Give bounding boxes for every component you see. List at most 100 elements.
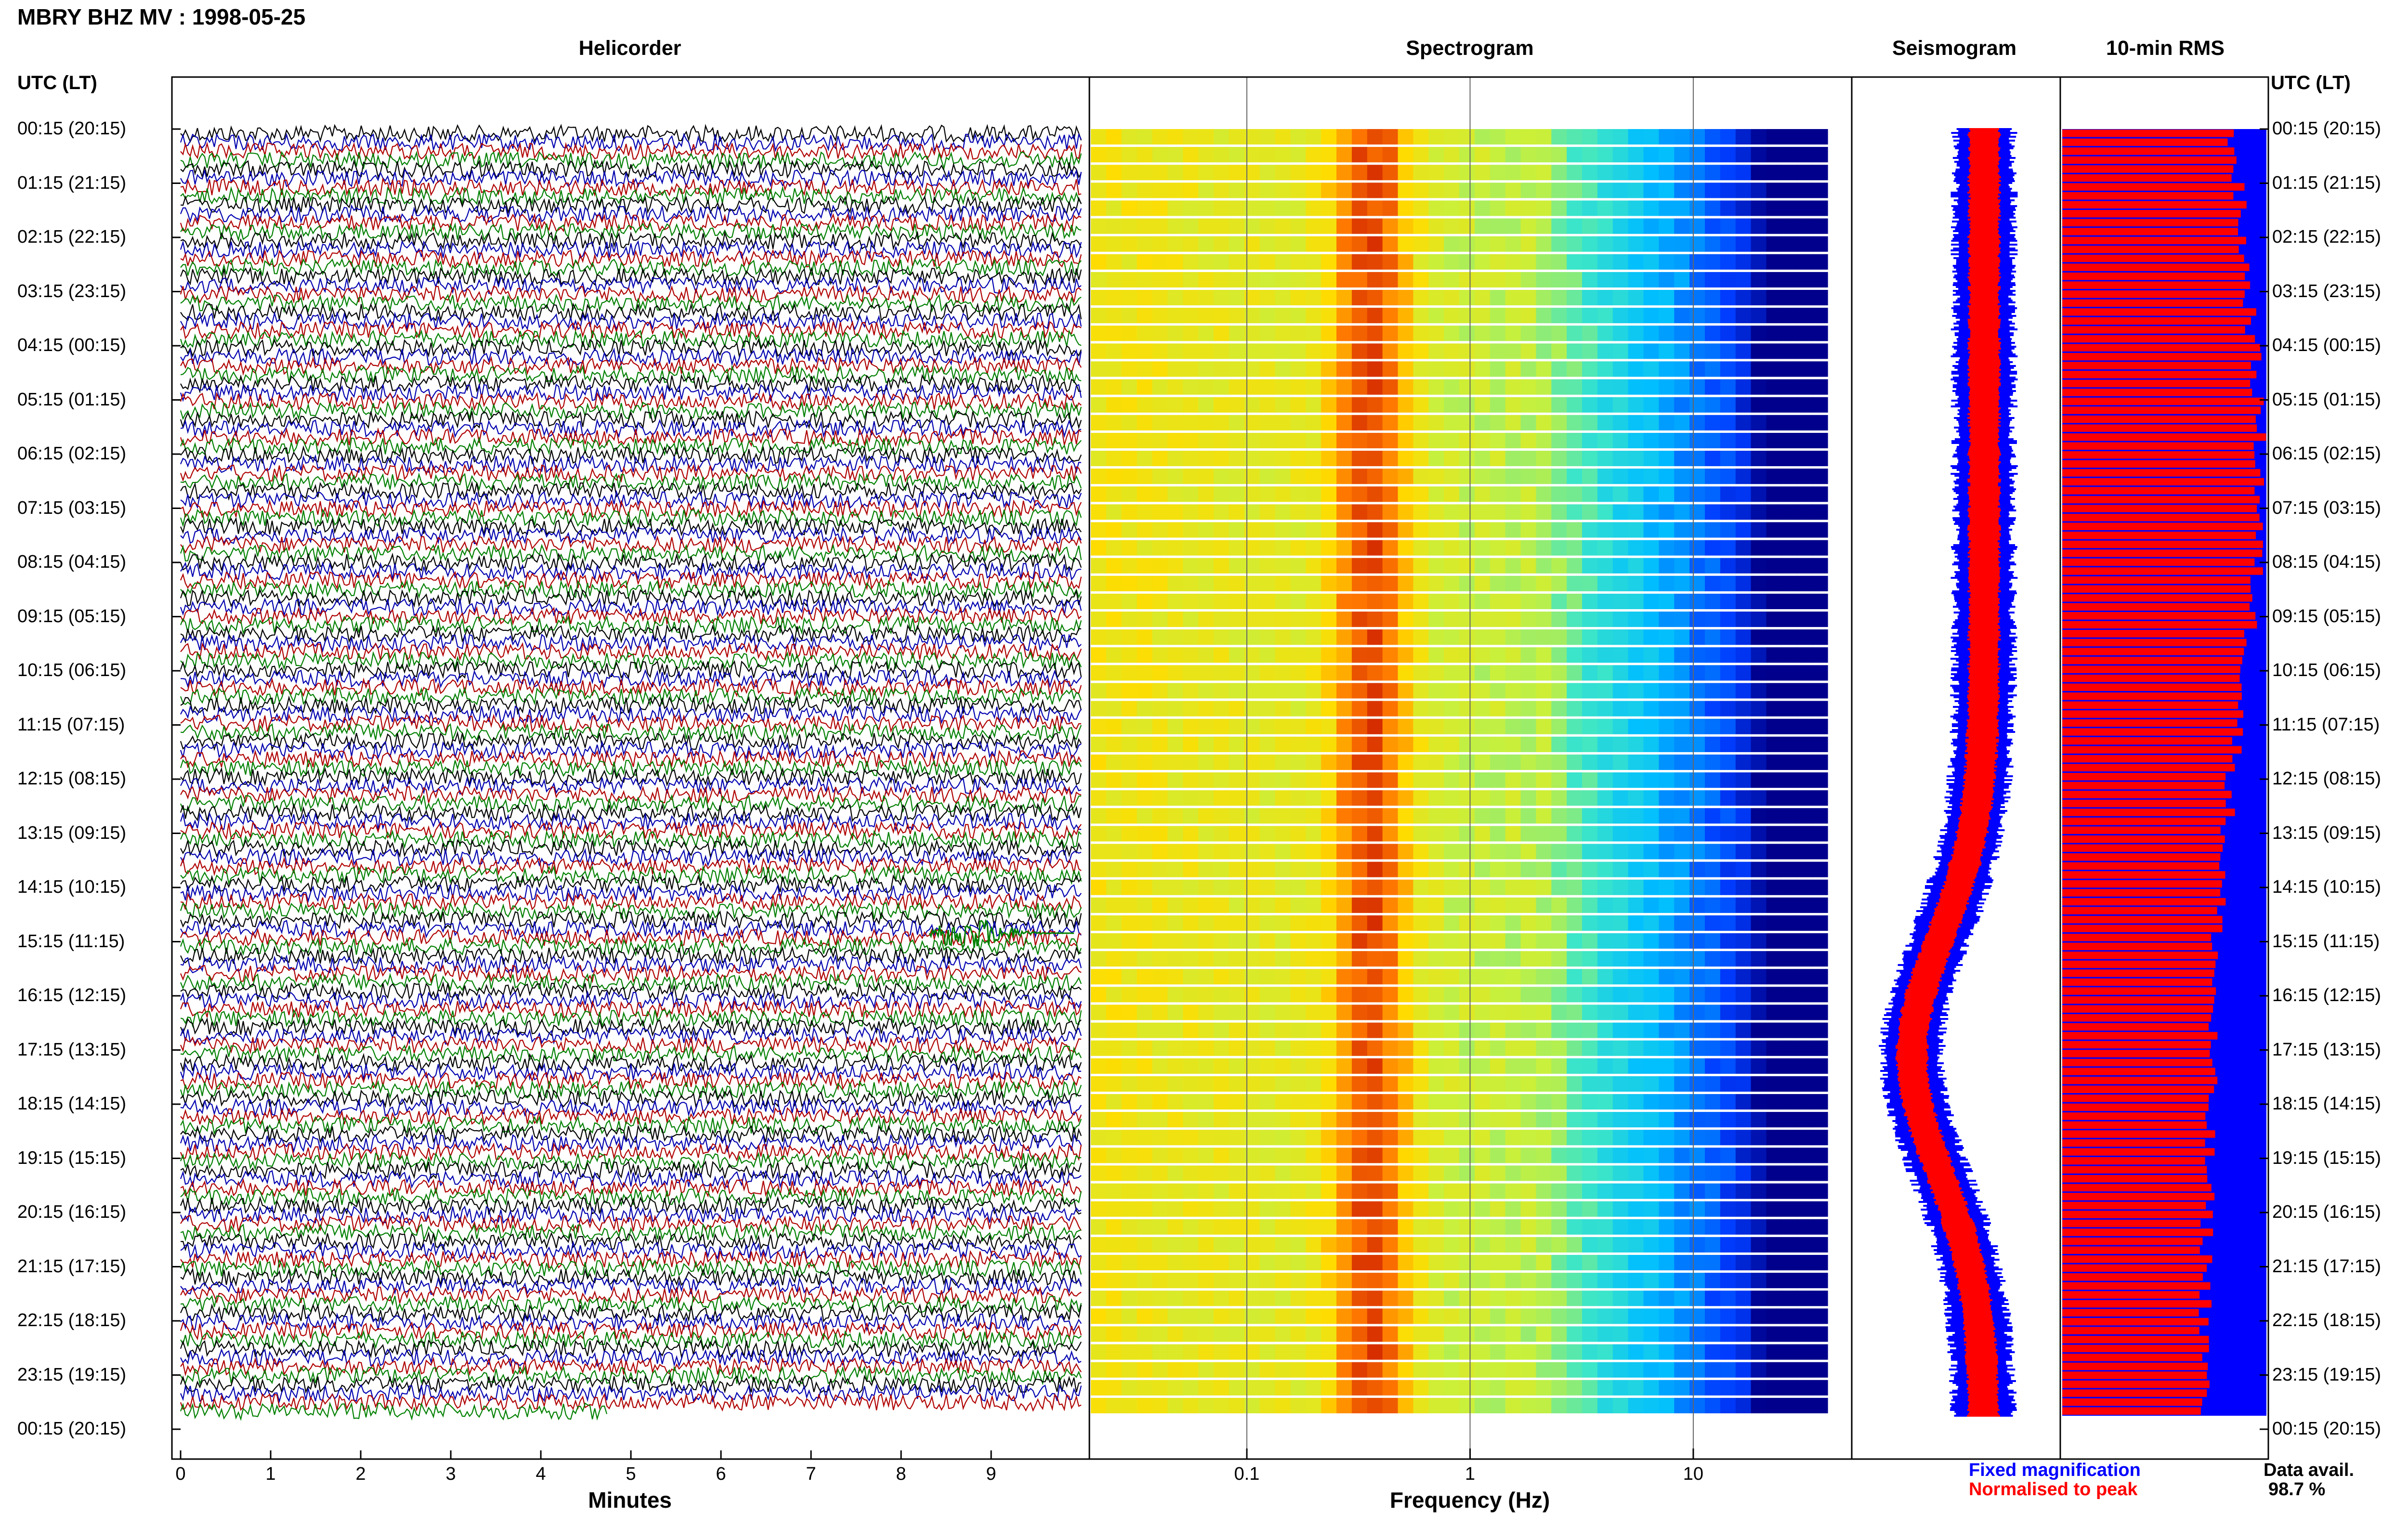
spectrogram-cell [1505,844,1521,860]
spectrogram-cell [1582,129,1598,145]
spectrogram-cell [1290,808,1306,824]
spectrogram-cell [1183,129,1199,145]
helicorder-trace [180,499,1082,519]
spectrogram-cell [1781,987,1797,1003]
spectrogram-cell [1735,290,1752,306]
rms-bar [2062,862,2220,870]
helicorder-tick-label: 7 [806,1464,816,1484]
spectrogram-cell [1137,1040,1153,1056]
spectrogram-cell [1520,1201,1536,1217]
spectrogram-cell [1121,1273,1138,1289]
legend-normalised-to-peak: Normalised to peak [1969,1479,2138,1500]
spectrogram-cell [1812,540,1828,556]
spectrogram-cell [1336,361,1352,377]
spectrogram-cell [1428,915,1444,931]
spectrogram-cell [1367,1183,1383,1199]
spectrogram-cell [1351,629,1368,645]
rms-bar [2062,826,2221,834]
spectrogram-cell [1382,1130,1399,1146]
spectrogram-cell [1321,326,1337,341]
spectrogram-cell [1336,629,1352,645]
spectrogram-cell [1520,272,1536,287]
spectrogram-cell [1367,1255,1383,1271]
spectrogram-cell [1536,897,1552,913]
spectrogram-cell [1735,861,1752,877]
spectrogram-cell [1781,1397,1797,1413]
helicorder-trace [180,168,1082,188]
spectrogram-cell [1520,1255,1536,1271]
spectrogram-cell [1628,254,1644,270]
spectrogram-cell [1751,1308,1767,1324]
spectrogram-cell [1551,1183,1567,1199]
spectrogram-cell [1167,861,1183,877]
helicorder-trace [180,1115,1082,1135]
spectrogram-cell [1091,1201,1107,1217]
spectrogram-cell [1490,826,1506,842]
spectrogram-cell [1290,1273,1306,1289]
spectrogram-cell [1628,272,1644,287]
spectrogram-cell [1214,897,1230,913]
spectrogram-cell [1490,1148,1506,1163]
spectrogram-cell [1612,290,1629,306]
spectrogram-cell [1751,540,1767,556]
spectrogram-cell [1567,308,1583,324]
spectrogram-cell [1597,951,1613,967]
spectrogram-cell [1382,879,1399,895]
spectrogram-cell [1628,1040,1644,1056]
spectrogram-cell [1198,415,1214,430]
spectrogram-cell [1367,183,1383,198]
spectrogram-cell [1198,1058,1214,1074]
spectrogram-cell [1674,665,1690,681]
spectrogram-cell [1766,790,1782,806]
spectrogram-cell [1751,826,1767,842]
spectrogram-cell [1597,486,1613,502]
spectrogram-cell [1428,1040,1444,1056]
spectrogram-cell [1198,736,1214,752]
spectrogram-cell [1674,879,1690,895]
spectrogram-cell [1428,236,1444,252]
spectrogram-cell [1214,1076,1230,1092]
spectrogram-cell [1551,1308,1567,1324]
spectrogram-cell [1766,1344,1782,1360]
spectrogram-cell [1229,200,1245,216]
spectrogram-cell [1536,754,1552,770]
spectrogram-cell [1413,629,1429,645]
spectrogram-cell [1106,272,1122,287]
spectrogram-cell [1705,308,1721,324]
spectrogram-cell [1674,1058,1690,1074]
spectrogram-cell [1674,1291,1690,1306]
spectrogram-cell [1444,1273,1460,1289]
spectrogram-cell [1398,987,1413,1003]
spectrogram-cell [1152,326,1168,341]
spectrogram-cell [1643,486,1659,502]
spectrogram-cell [1367,272,1383,287]
spectrogram-cell [1382,361,1399,377]
spectrogram-cell [1766,861,1782,877]
rms-bar [2062,1336,2209,1343]
spectrogram-cell [1229,397,1245,413]
helicorder-trace [180,937,1082,957]
spectrogram-cell [1183,147,1199,163]
spectrogram-cell [1321,1148,1337,1163]
spectrogram-cell [1351,1130,1368,1146]
spectrogram-cell [1321,165,1337,181]
spectrogram-cell [1582,1094,1598,1110]
spectrogram-cell [1367,200,1383,216]
helicorder-trace [180,427,1082,447]
helicorder-tick-label: 6 [716,1464,726,1484]
spectrogram-cell [1797,1058,1813,1074]
spectrogram-cell [1336,844,1352,860]
spectrogram-cell [1121,218,1138,234]
spectrogram-cell [1306,879,1322,895]
spectrogram-cell [1321,1058,1337,1074]
helicorder-trace [180,1401,608,1421]
spectrogram-cell [1351,1237,1368,1252]
spectrogram-cell [1198,147,1214,163]
spectrogram-cell [1659,683,1675,699]
spectrogram-cell [1659,844,1675,860]
spectrogram-cell [1398,772,1413,788]
spectrogram-cell [1290,1112,1306,1128]
rms-bar [2062,844,2223,852]
rms-bar [2062,433,2266,441]
spectrogram-cell [1459,1058,1475,1074]
